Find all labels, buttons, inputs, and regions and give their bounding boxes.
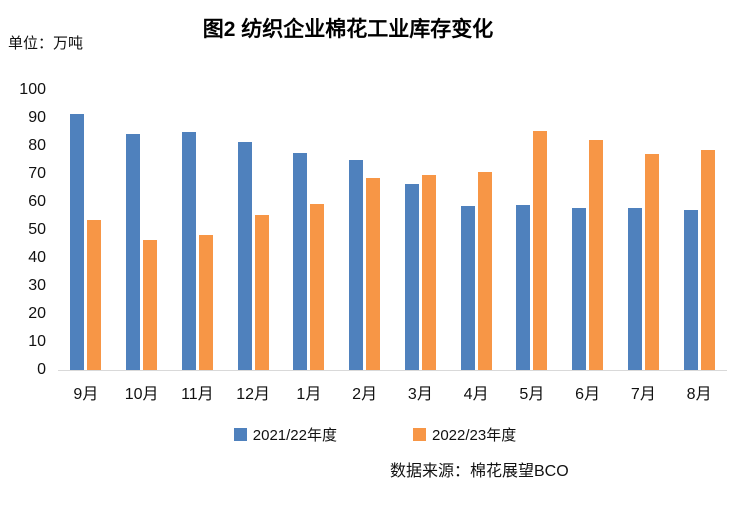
y-axis-label: 20 bbox=[28, 305, 46, 322]
x-axis-label: 7月 bbox=[630, 386, 656, 403]
bar-2022/23年度 bbox=[87, 220, 102, 370]
bar-2021/22年度 bbox=[349, 159, 364, 370]
x-axis-label: 6月 bbox=[575, 386, 601, 403]
bar-group bbox=[337, 90, 393, 370]
bar-2021/22年度 bbox=[70, 114, 85, 370]
bar-2021/22年度 bbox=[293, 152, 308, 370]
bar-2022/23年度 bbox=[700, 149, 715, 370]
bar-2022/23年度 bbox=[533, 130, 548, 370]
y-axis-label: 90 bbox=[28, 109, 46, 126]
y-axis-label: 80 bbox=[28, 137, 46, 154]
bar-2022/23年度 bbox=[254, 215, 269, 370]
x-axis-label: 3月 bbox=[407, 386, 433, 403]
bar-2021/22年度 bbox=[683, 209, 698, 370]
bar-group bbox=[504, 90, 560, 370]
bar-2022/23年度 bbox=[644, 154, 659, 370]
bar-group bbox=[170, 90, 226, 370]
x-axis-label: 10月 bbox=[124, 386, 159, 403]
bar-2021/22年度 bbox=[627, 207, 642, 370]
bar-2022/23年度 bbox=[366, 178, 381, 370]
x-axis-label: 12月 bbox=[236, 386, 271, 403]
y-axis-label: 60 bbox=[28, 193, 46, 210]
bar-2022/23年度 bbox=[143, 240, 158, 370]
bar-2021/22年度 bbox=[237, 142, 252, 370]
legend-swatch-orange-icon bbox=[413, 428, 426, 441]
y-axis-label: 40 bbox=[28, 249, 46, 266]
bar-group bbox=[225, 90, 281, 370]
x-axis-label: 8月 bbox=[686, 386, 712, 403]
bar-2021/22年度 bbox=[181, 132, 196, 370]
y-axis-label: 0 bbox=[37, 361, 46, 378]
y-axis-label: 10 bbox=[28, 333, 46, 350]
bar-2021/22年度 bbox=[516, 204, 531, 370]
bar-group bbox=[671, 90, 727, 370]
bar-group bbox=[393, 90, 449, 370]
legend-item-2021-22: 2021/22年度 bbox=[233, 424, 337, 445]
bar-2022/23年度 bbox=[589, 140, 604, 370]
bar-group bbox=[448, 90, 504, 370]
bar-2022/23年度 bbox=[421, 175, 436, 370]
unit-label: 单位：万吨 bbox=[8, 35, 84, 52]
x-axis-label: 9月 bbox=[73, 386, 99, 403]
x-axis-label: 1月 bbox=[296, 386, 322, 403]
y-axis-label: 100 bbox=[19, 81, 46, 98]
legend-label: 2022/23年度 bbox=[432, 427, 517, 444]
y-axis: 0 10 20 30 40 50 60 70 80 90 100 bbox=[0, 81, 46, 378]
source-label: 数据来源：棉花展望BCO bbox=[390, 463, 569, 480]
x-axis-label: 4月 bbox=[463, 386, 489, 403]
bar-2021/22年度 bbox=[460, 205, 475, 370]
bar-group bbox=[616, 90, 672, 370]
bar-2021/22年度 bbox=[404, 183, 419, 370]
y-axis-label: 30 bbox=[28, 277, 46, 294]
bar-group bbox=[114, 90, 170, 370]
x-axis-label: 11月 bbox=[181, 386, 214, 403]
bar-2021/22年度 bbox=[126, 133, 141, 370]
bar-group bbox=[58, 90, 114, 370]
x-axis-labels: 9月 10月 11月 12月 1月 2月 3月 4月 5月 6月 7月 8月 bbox=[58, 380, 727, 404]
x-axis-label: 2月 bbox=[352, 386, 378, 403]
plot-area bbox=[58, 90, 727, 371]
bar-2022/23年度 bbox=[477, 172, 492, 370]
legend-swatch-blue-icon bbox=[233, 428, 247, 441]
legend-label: 2021/22年度 bbox=[252, 427, 337, 444]
legend: 2021/22年度 2022/23年度 bbox=[0, 424, 750, 445]
bar-group bbox=[560, 90, 616, 370]
bar-2022/23年度 bbox=[310, 203, 325, 370]
bar-group bbox=[281, 90, 337, 370]
legend-item-2022-23: 2022/23年度 bbox=[413, 424, 516, 445]
bar-2022/23年度 bbox=[198, 235, 213, 370]
bar-2021/22年度 bbox=[572, 207, 587, 370]
chart-title: 图2 纺织企业棉花工业库存变化 bbox=[202, 18, 494, 41]
y-axis-label: 50 bbox=[28, 221, 46, 238]
x-axis-label: 5月 bbox=[519, 386, 545, 403]
y-axis-label: 70 bbox=[28, 165, 46, 182]
